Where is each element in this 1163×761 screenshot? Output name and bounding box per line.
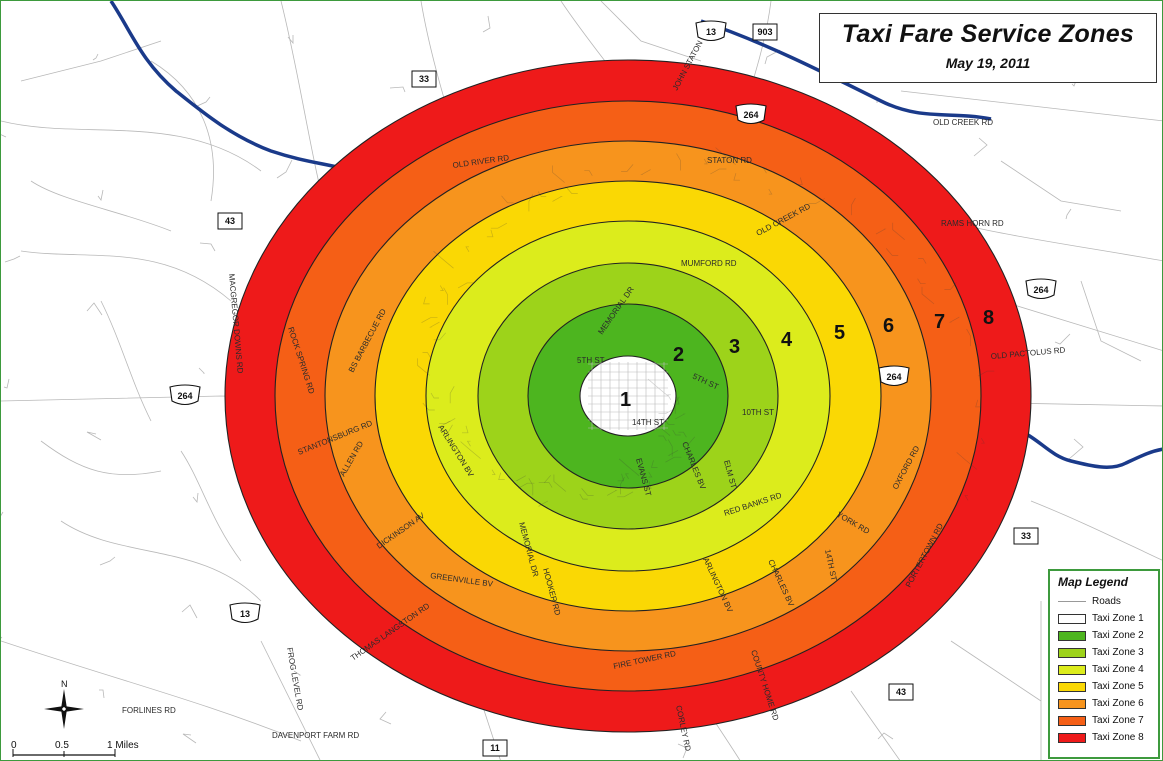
legend-swatch bbox=[1058, 613, 1086, 624]
zone-number-labels: 1 2 3 4 5 6 7 8 bbox=[620, 307, 994, 411]
legend-swatch bbox=[1058, 630, 1086, 641]
road-label: DAVENPORT FARM RD bbox=[272, 731, 359, 740]
road-label: OLD CREEK RD bbox=[933, 118, 993, 127]
legend-label: Taxi Zone 7 bbox=[1092, 715, 1144, 726]
scale-bar: 0 0.5 1 Miles bbox=[11, 740, 139, 757]
zone-label-6: 6 bbox=[883, 315, 894, 337]
legend-item-zone-8: Taxi Zone 8 bbox=[1058, 729, 1154, 746]
legend-item-zone-5: Taxi Zone 5 bbox=[1058, 678, 1154, 695]
title-box: Taxi Fare Service Zones May 19, 2011 bbox=[819, 13, 1157, 83]
zone-label-8: 8 bbox=[983, 307, 994, 329]
legend-label: Taxi Zone 5 bbox=[1092, 681, 1144, 692]
road-label: 14TH ST bbox=[632, 418, 664, 427]
highway-shield: 11 bbox=[482, 739, 508, 757]
svg-text:264: 264 bbox=[886, 372, 901, 382]
legend-label: Taxi Zone 8 bbox=[1092, 732, 1144, 743]
zone-label-5: 5 bbox=[834, 322, 845, 344]
legend-item-zone-7: Taxi Zone 7 bbox=[1058, 712, 1154, 729]
highway-shield: 264 bbox=[169, 384, 201, 406]
legend-swatch bbox=[1058, 698, 1086, 709]
legend-swatch bbox=[1058, 732, 1086, 743]
map-legend: Map Legend Roads Taxi Zone 1 Taxi Zone 2 T… bbox=[1048, 569, 1160, 759]
legend-item-zone-3: Taxi Zone 3 bbox=[1058, 644, 1154, 661]
zone-road-overlay bbox=[417, 147, 995, 507]
road-label: STATON RD bbox=[707, 156, 752, 165]
roads-swatch bbox=[1058, 601, 1086, 602]
highway-shield: 903 bbox=[752, 23, 778, 41]
highway-shield: 264 bbox=[878, 365, 910, 387]
svg-text:43: 43 bbox=[225, 216, 235, 226]
road-label: FROG LEVEL RD bbox=[285, 647, 305, 712]
highway-shield: 43 bbox=[888, 683, 914, 701]
legend-label: Taxi Zone 4 bbox=[1092, 664, 1144, 675]
svg-text:264: 264 bbox=[1033, 285, 1048, 295]
zone-label-4: 4 bbox=[781, 329, 793, 351]
legend-label: Roads bbox=[1092, 596, 1121, 607]
highway-shield: 13 bbox=[229, 602, 261, 624]
legend-swatch bbox=[1058, 647, 1086, 658]
scale-tick-half: 0.5 bbox=[55, 740, 69, 751]
svg-text:264: 264 bbox=[743, 110, 758, 120]
scale-tick-0: 0 bbox=[11, 740, 17, 751]
zone-label-2: 2 bbox=[673, 344, 684, 366]
road-label: RAMS HORN RD bbox=[941, 219, 1004, 228]
svg-text:33: 33 bbox=[419, 74, 429, 84]
highway-shield: 43 bbox=[217, 212, 243, 230]
legend-label: Taxi Zone 6 bbox=[1092, 698, 1144, 709]
legend-label: Taxi Zone 3 bbox=[1092, 647, 1144, 658]
legend-item-zone-1: Taxi Zone 1 bbox=[1058, 610, 1154, 627]
svg-text:33: 33 bbox=[1021, 531, 1031, 541]
legend-swatch bbox=[1058, 681, 1086, 692]
highway-shield: 33 bbox=[1013, 527, 1039, 545]
legend-item-roads: Roads bbox=[1058, 593, 1154, 610]
svg-text:13: 13 bbox=[706, 27, 716, 37]
highway-shield: 33 bbox=[411, 70, 437, 88]
legend-title: Map Legend bbox=[1058, 575, 1129, 589]
svg-text:903: 903 bbox=[757, 27, 772, 37]
zone-label-1: 1 bbox=[620, 389, 631, 411]
legend-label: Taxi Zone 2 bbox=[1092, 630, 1144, 641]
map-title: Taxi Fare Service Zones bbox=[841, 20, 1135, 48]
legend-item-zone-4: Taxi Zone 4 bbox=[1058, 661, 1154, 678]
highway-shield: 264 bbox=[735, 103, 767, 125]
road-label: 10TH ST bbox=[742, 408, 774, 417]
river-east-lower bbox=[1020, 429, 1162, 469]
legend-swatch bbox=[1058, 715, 1086, 726]
svg-text:13: 13 bbox=[240, 609, 250, 619]
road-label: MUMFORD RD bbox=[681, 259, 737, 268]
scale-tick-1: 1 Miles bbox=[107, 740, 139, 751]
svg-text:264: 264 bbox=[177, 391, 192, 401]
river bbox=[109, 1, 347, 171]
svg-text:11: 11 bbox=[490, 743, 500, 753]
map-date: May 19, 2011 bbox=[945, 55, 1031, 71]
road-label: 5TH ST bbox=[577, 356, 605, 365]
highway-shield: 13 bbox=[695, 20, 727, 42]
legend-item-zone-6: Taxi Zone 6 bbox=[1058, 695, 1154, 712]
legend-item-zone-2: Taxi Zone 2 bbox=[1058, 627, 1154, 644]
north-label: N bbox=[61, 679, 68, 689]
svg-text:43: 43 bbox=[896, 687, 906, 697]
legend-swatch bbox=[1058, 664, 1086, 675]
zone-label-7: 7 bbox=[934, 311, 945, 333]
road-label: FORLINES RD bbox=[122, 706, 176, 715]
river-east bbox=[700, 19, 992, 121]
north-arrow-icon: N bbox=[44, 679, 84, 729]
legend-label: Taxi Zone 1 bbox=[1092, 613, 1144, 624]
zone-label-3: 3 bbox=[729, 336, 740, 358]
highway-shield: 264 bbox=[1025, 278, 1057, 300]
